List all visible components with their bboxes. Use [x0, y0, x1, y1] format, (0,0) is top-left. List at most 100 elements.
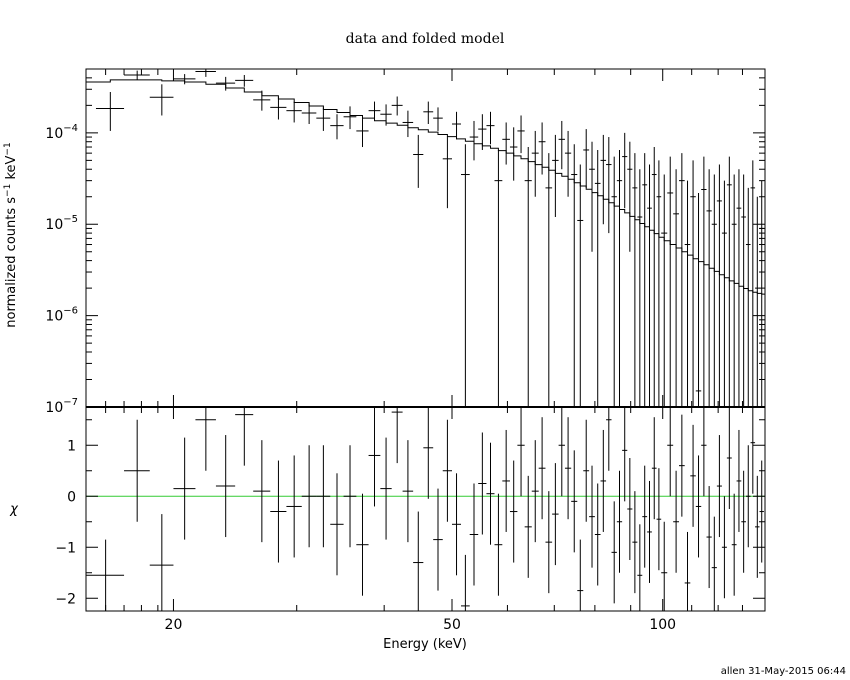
residual-point: [301, 445, 317, 548]
residual-point: [564, 417, 572, 520]
residual-point: [502, 429, 510, 532]
residual-point: [684, 531, 691, 611]
data-point: [413, 134, 424, 188]
residual-point: [391, 407, 403, 464]
residual-point: [600, 429, 607, 532]
data-point: [552, 134, 559, 218]
residual-point: [270, 460, 287, 563]
residual-point: [469, 483, 479, 586]
data-point: [711, 174, 717, 407]
residual-point: [583, 419, 590, 522]
data-point: [678, 153, 685, 407]
bottom-frame: [85, 406, 766, 612]
chart-title: data and folded model: [346, 31, 505, 47]
data-point: [380, 104, 392, 126]
data-point: [606, 137, 612, 234]
residual-point: [215, 435, 236, 538]
data-point: [531, 130, 539, 197]
residual-point: [413, 511, 424, 611]
data-point: [594, 149, 601, 407]
residual-point: [711, 516, 717, 611]
y-tick-label: 10−4: [45, 123, 78, 142]
data-point: [637, 169, 643, 407]
data-point: [716, 164, 722, 407]
residual-point: [368, 407, 381, 507]
data-point: [270, 96, 287, 120]
data-point: [647, 164, 652, 407]
residual-point: [316, 445, 331, 548]
chi-axis-label: χ: [9, 502, 19, 517]
y-tick-label: 10−7: [45, 397, 78, 416]
residual-point: [402, 440, 414, 543]
data-point: [195, 69, 216, 77]
chi-tick-label: 0: [67, 489, 76, 505]
chi-tick-label: −2: [55, 591, 76, 607]
data-point: [486, 111, 495, 145]
residual-point: [343, 445, 357, 548]
data-point: [642, 153, 648, 407]
data-point: [538, 122, 546, 175]
residual-point: [509, 460, 518, 563]
residual-point: [755, 475, 760, 578]
data-point: [316, 107, 331, 131]
data-point: [589, 141, 595, 252]
data-point: [423, 101, 434, 125]
residual-point: [701, 407, 707, 497]
data-point: [627, 141, 633, 252]
residual-point: [611, 501, 617, 604]
data-point: [433, 107, 443, 131]
data-point: [571, 144, 578, 407]
data-point: [517, 115, 525, 154]
residual-point: [235, 407, 254, 466]
residual-point: [423, 407, 434, 499]
data-point: [286, 101, 302, 123]
footer-stamp: allen 31-May-2015 06:44: [721, 666, 846, 677]
data-point: [564, 130, 572, 197]
residual-point: [647, 480, 652, 583]
data-point: [755, 196, 760, 407]
data-point: [478, 114, 487, 150]
residual-point: [667, 407, 674, 497]
data-point: [558, 120, 565, 170]
residual-point: [173, 437, 196, 540]
chi-tick-label: 1: [67, 438, 76, 454]
data-point: [721, 180, 727, 407]
residual-point: [253, 440, 271, 543]
top-panel: 10−4 10−5 10−6 10−7: [45, 68, 766, 416]
data-point: [632, 153, 638, 407]
residual-point: [380, 437, 392, 540]
residual-point: [531, 440, 539, 543]
residual-point: [759, 460, 764, 563]
residual-point: [589, 465, 595, 568]
y-tick-label: 10−6: [45, 306, 78, 325]
data-point: [330, 114, 344, 140]
data-point: [651, 147, 657, 407]
residual-point: [741, 470, 746, 573]
data-point: [673, 169, 679, 407]
chi-tick-label: −1: [55, 540, 76, 556]
residual-point: [606, 407, 612, 471]
residual-point: [195, 407, 216, 471]
residual-point: [538, 417, 546, 520]
data-point: [731, 174, 737, 407]
data-point: [656, 160, 662, 407]
residual-point: [622, 407, 628, 502]
data-point: [253, 90, 271, 111]
data-point: [460, 144, 470, 407]
residual-point: [571, 450, 578, 553]
residual-panel: 20 50 100 1 0 −1 −2: [55, 406, 766, 633]
residual-point: [616, 470, 623, 573]
data-points-group: [95, 69, 764, 407]
residual-point: [721, 496, 727, 599]
bottom-axis-ticks: 20 50 100 1 0 −1 −2: [55, 407, 766, 633]
data-point: [95, 92, 125, 131]
x-tick-label: 50: [443, 617, 461, 633]
residual-point: [356, 493, 369, 596]
data-point: [736, 169, 742, 407]
data-point: [701, 156, 707, 407]
data-point: [502, 122, 510, 165]
residual-points-group: [86, 407, 764, 611]
residual-point: [750, 407, 756, 494]
data-point: [667, 156, 674, 407]
residual-point: [651, 417, 657, 520]
